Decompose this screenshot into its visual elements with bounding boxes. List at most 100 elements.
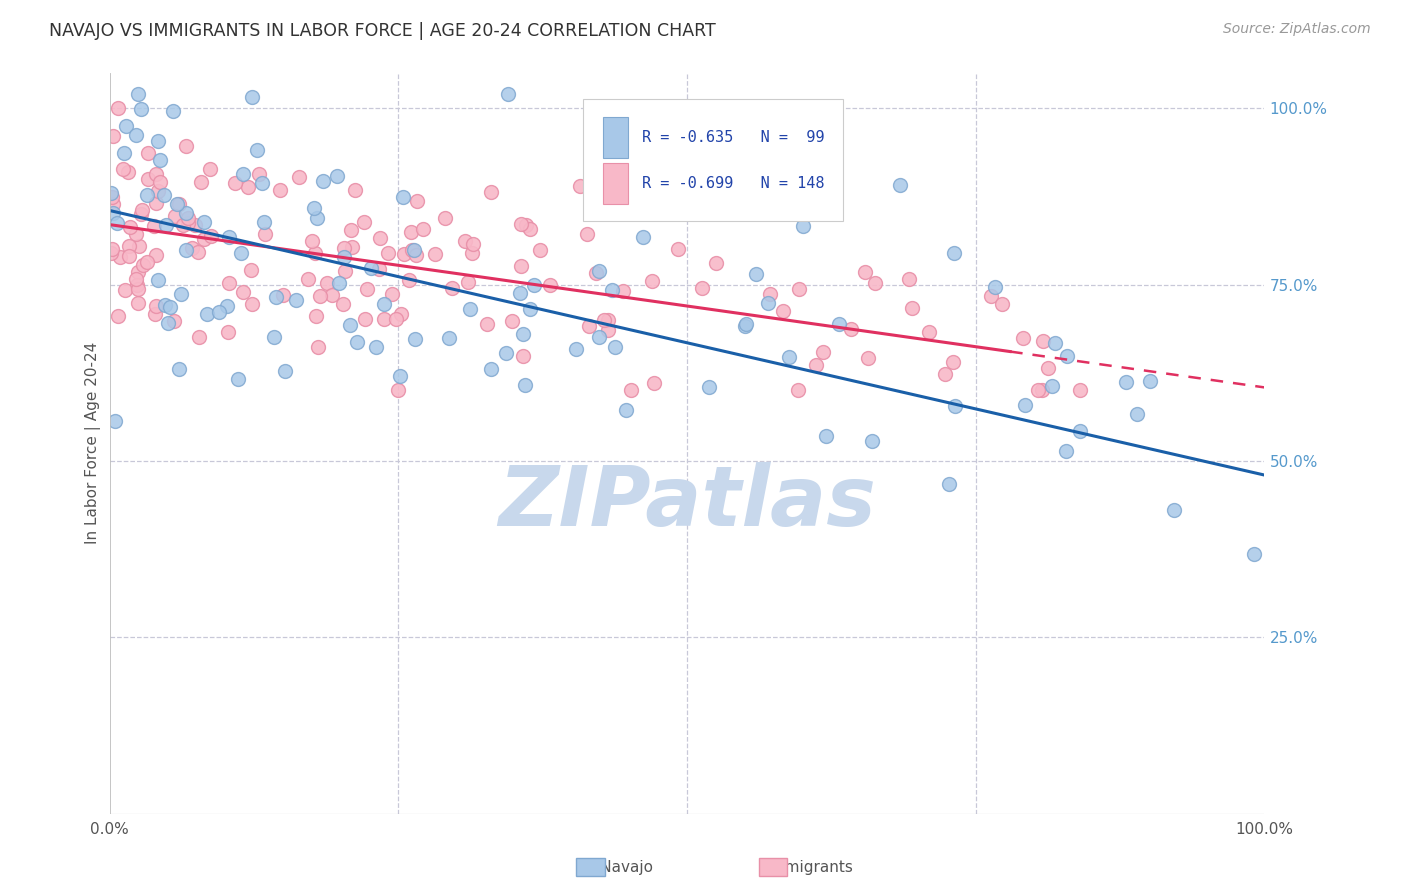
Point (100, 246, 122, 260)
Point (901, 301, 924, 315)
Point (479, 362, 502, 376)
Point (167, 197, 190, 211)
Point (523, 277, 546, 292)
Point (600, 283, 623, 297)
Point (218, 229, 240, 244)
Point (236, 180, 259, 194)
Point (934, 367, 956, 381)
Bar (603, 163, 628, 204)
Point (368, 231, 391, 245)
Point (114, 283, 136, 297)
Point (131, 103, 153, 117)
Point (125, 227, 148, 241)
Point (170, 286, 193, 301)
Point (853, 265, 876, 279)
Point (394, 247, 416, 261)
Point (108, 250, 131, 264)
Point (943, 245, 966, 260)
Point (132, 259, 155, 273)
Point (103, 414, 125, 428)
Point (149, 153, 172, 167)
Point (321, 288, 343, 302)
Point (163, 314, 186, 328)
Point (387, 384, 409, 398)
Point (734, 318, 756, 333)
Point (127, 296, 149, 310)
Point (1032, 334, 1054, 348)
Point (315, 276, 337, 290)
Point (162, 103, 184, 118)
Point (588, 264, 610, 278)
Point (752, 141, 775, 155)
Point (787, 282, 810, 296)
Point (152, 188, 174, 202)
Point (166, 197, 188, 211)
Point (990, 296, 1012, 310)
Point (360, 260, 382, 275)
Point (457, 275, 479, 289)
Point (200, 229, 222, 244)
Point (112, 146, 135, 161)
Point (145, 248, 167, 262)
Point (811, 345, 834, 359)
Point (918, 325, 941, 339)
Point (247, 167, 270, 181)
Point (187, 244, 209, 259)
Point (641, 274, 664, 288)
Point (439, 331, 461, 345)
Point (332, 241, 354, 255)
Point (224, 176, 246, 190)
Point (228, 372, 250, 386)
Point (612, 284, 634, 298)
Point (101, 206, 124, 220)
Point (1056, 349, 1078, 363)
Text: ZIPatlas: ZIPatlas (498, 462, 876, 543)
Point (307, 341, 329, 355)
Point (180, 241, 202, 255)
Point (513, 378, 536, 392)
Point (735, 318, 758, 332)
Point (856, 351, 879, 366)
Point (1012, 331, 1035, 345)
Point (332, 250, 354, 264)
Point (538, 277, 561, 292)
Point (792, 219, 814, 233)
Bar (603, 118, 628, 158)
Point (1069, 424, 1091, 438)
Point (1043, 336, 1066, 351)
Point (118, 239, 141, 253)
Point (190, 176, 212, 190)
Point (1163, 502, 1185, 516)
Point (460, 301, 482, 316)
Point (135, 255, 157, 269)
Point (509, 217, 531, 231)
Point (135, 187, 157, 202)
Point (305, 309, 328, 323)
Point (479, 185, 502, 199)
Point (127, 265, 149, 279)
Point (118, 249, 141, 263)
Point (193, 215, 215, 229)
Point (240, 263, 263, 277)
Point (759, 286, 782, 301)
Point (142, 219, 165, 233)
Point (335, 264, 357, 278)
Point (115, 119, 138, 133)
Point (125, 277, 148, 292)
Point (814, 429, 837, 443)
Point (405, 247, 427, 261)
Point (889, 178, 911, 192)
Point (377, 246, 399, 260)
Point (402, 243, 425, 257)
Point (174, 243, 197, 257)
Point (569, 179, 592, 194)
Point (593, 313, 616, 327)
Point (176, 216, 198, 230)
Point (515, 218, 537, 232)
Point (633, 229, 655, 244)
Point (271, 287, 294, 301)
Point (232, 167, 254, 181)
Text: Source: ZipAtlas.com: Source: ZipAtlas.com (1223, 22, 1371, 37)
Point (1243, 547, 1265, 561)
Point (153, 298, 176, 312)
